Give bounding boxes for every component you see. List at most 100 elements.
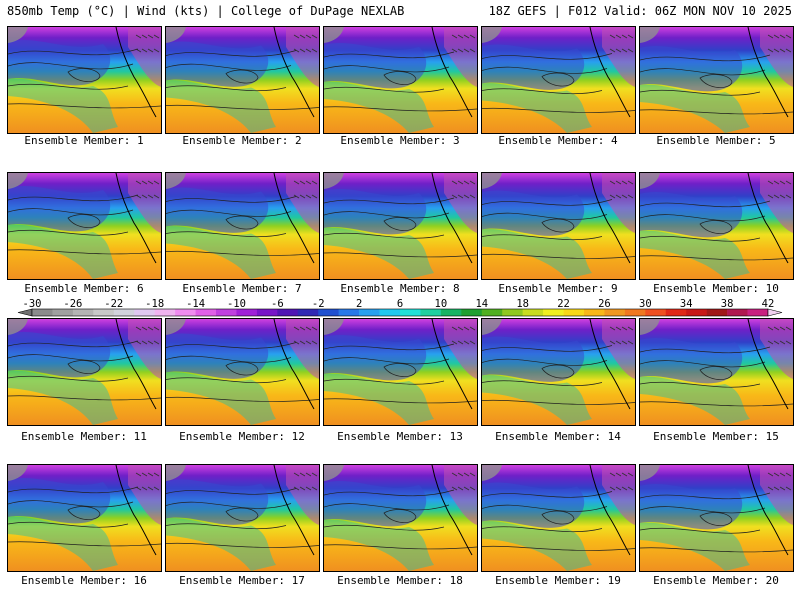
colorbar-swatch <box>584 309 605 316</box>
ensemble-member-map <box>7 26 162 134</box>
ensemble-member-map <box>165 464 320 572</box>
colorbar-swatch <box>52 309 74 316</box>
colorbar-tick-label: 14 <box>475 298 488 310</box>
colorbar-swatch <box>440 309 462 316</box>
ensemble-member-map <box>481 464 636 572</box>
ensemble-member-label: Ensemble Member: 10 <box>653 282 779 295</box>
colorbar-swatch <box>686 309 707 316</box>
colorbar-tick-label: 10 <box>435 298 448 310</box>
ensemble-member-label: Ensemble Member: 6 <box>24 282 144 295</box>
colorbar-swatch <box>461 309 483 316</box>
ensemble-member-map <box>323 26 478 134</box>
colorbar-swatch <box>665 309 687 316</box>
ensemble-member-map <box>639 464 794 572</box>
ensemble-member-map <box>323 172 478 280</box>
ensemble-member-map <box>481 318 636 426</box>
colorbar-tick-label: -2 <box>312 298 325 310</box>
colorbar-swatch <box>645 309 667 316</box>
colorbar-tick-label: -30 <box>23 298 42 310</box>
ensemble-member-label: Ensemble Member: 15 <box>653 430 779 443</box>
colorbar-tick-label: 18 <box>516 298 529 310</box>
ensemble-member-map <box>639 172 794 280</box>
colorbar-swatch <box>175 309 196 316</box>
colorbar-swatch <box>318 309 339 316</box>
colorbar-swatch <box>747 309 769 316</box>
ensemble-member-label: Ensemble Member: 2 <box>182 134 302 147</box>
ensemble-member-map <box>7 318 162 426</box>
colorbar-tick-label: -18 <box>145 298 164 310</box>
colorbar-tick-label: 34 <box>680 298 693 310</box>
ensemble-member-label: Ensemble Member: 1 <box>24 134 144 147</box>
colorbar-swatch <box>236 309 258 316</box>
ensemble-member-map <box>481 26 636 134</box>
ensemble-member-label: Ensemble Member: 8 <box>340 282 460 295</box>
colorbar-tick-label: 26 <box>598 298 611 310</box>
colorbar-swatch <box>216 309 237 316</box>
ensemble-member-label: Ensemble Member: 14 <box>495 430 621 443</box>
colorbar-swatch <box>195 309 217 316</box>
ensemble-member-label: Ensemble Member: 5 <box>656 134 776 147</box>
ensemble-member-label: Ensemble Member: 18 <box>337 574 463 587</box>
colorbar-swatch <box>338 309 360 316</box>
ensemble-member-map <box>165 26 320 134</box>
colorbar-swatch <box>522 309 544 316</box>
ensemble-member-map <box>7 464 162 572</box>
colorbar-swatch <box>543 309 564 316</box>
colorbar-swatch <box>277 309 299 316</box>
colorbar-tick-label: -26 <box>63 298 82 310</box>
ensemble-member-label: Ensemble Member: 16 <box>21 574 147 587</box>
colorbar-swatch <box>32 309 53 316</box>
ensemble-member-label: Ensemble Member: 19 <box>495 574 621 587</box>
map-title: 850mb Temp (°C) | Wind (kts) | College o… <box>7 4 405 18</box>
colorbar-swatch <box>481 309 503 316</box>
colorbar-tick-label: 22 <box>557 298 570 310</box>
colorbar-max-arrow <box>767 308 783 317</box>
ensemble-member-label: Ensemble Member: 13 <box>337 430 463 443</box>
colorbar-swatch <box>113 309 135 316</box>
colorbar-tick-label: -22 <box>104 298 123 310</box>
colorbar-swatch <box>72 309 94 316</box>
colorbar-tick-label: 42 <box>762 298 775 310</box>
ensemble-member-label: Ensemble Member: 12 <box>179 430 305 443</box>
colorbar-tick-label: 6 <box>397 298 403 310</box>
colorbar-swatch <box>154 309 176 316</box>
ensemble-member-map <box>323 464 478 572</box>
header: 850mb Temp (°C) | Wind (kts) | College o… <box>0 0 800 22</box>
ensemble-member-map <box>481 172 636 280</box>
ensemble-member-map <box>639 318 794 426</box>
colorbar-swatch <box>420 309 442 316</box>
colorbar-tick-label: 38 <box>721 298 734 310</box>
ensemble-member-label: Ensemble Member: 20 <box>653 574 779 587</box>
ensemble-member-map <box>323 318 478 426</box>
colorbar-swatch <box>400 309 421 316</box>
ensemble-member-map <box>165 318 320 426</box>
ensemble-member-map <box>165 172 320 280</box>
ensemble-member-map <box>7 172 162 280</box>
ensemble-member-label: Ensemble Member: 7 <box>182 282 302 295</box>
colorbar-tick-label: -10 <box>227 298 246 310</box>
ensemble-member-label: Ensemble Member: 17 <box>179 574 305 587</box>
colorbar-tick-label: -14 <box>186 298 205 310</box>
ensemble-member-label: Ensemble Member: 3 <box>340 134 460 147</box>
ensemble-member-map <box>639 26 794 134</box>
ensemble-member-label: Ensemble Member: 11 <box>21 430 147 443</box>
colorbar-swatch <box>359 309 380 316</box>
colorbar-min-arrow <box>17 308 33 317</box>
ensemble-member-label: Ensemble Member: 9 <box>498 282 618 295</box>
colorbar-swatch <box>727 309 748 316</box>
colorbar-tick-label: 30 <box>639 298 652 310</box>
colorbar-swatch <box>604 309 626 316</box>
ensemble-member-label: Ensemble Member: 4 <box>498 134 618 147</box>
colorbar-swatch <box>93 309 115 316</box>
colorbar-tick-label: 2 <box>356 298 362 310</box>
colorbar-swatch <box>563 309 585 316</box>
colorbar-swatch <box>256 309 278 316</box>
colorbar-swatch <box>379 309 401 316</box>
model-run-info: 18Z GEFS | F012 Valid: 06Z MON NOV 10 20… <box>488 4 792 18</box>
colorbar-swatch <box>624 309 646 316</box>
colorbar-swatch <box>134 309 155 316</box>
temperature-colorbar: -30 -26 -22 -18 -14 -10 -6 -2 2 6 10 14 18 22 26 30 34 38… <box>0 296 800 320</box>
colorbar-swatch <box>502 309 523 316</box>
colorbar-swatch <box>297 309 319 316</box>
colorbar-tick-label: -6 <box>271 298 284 310</box>
